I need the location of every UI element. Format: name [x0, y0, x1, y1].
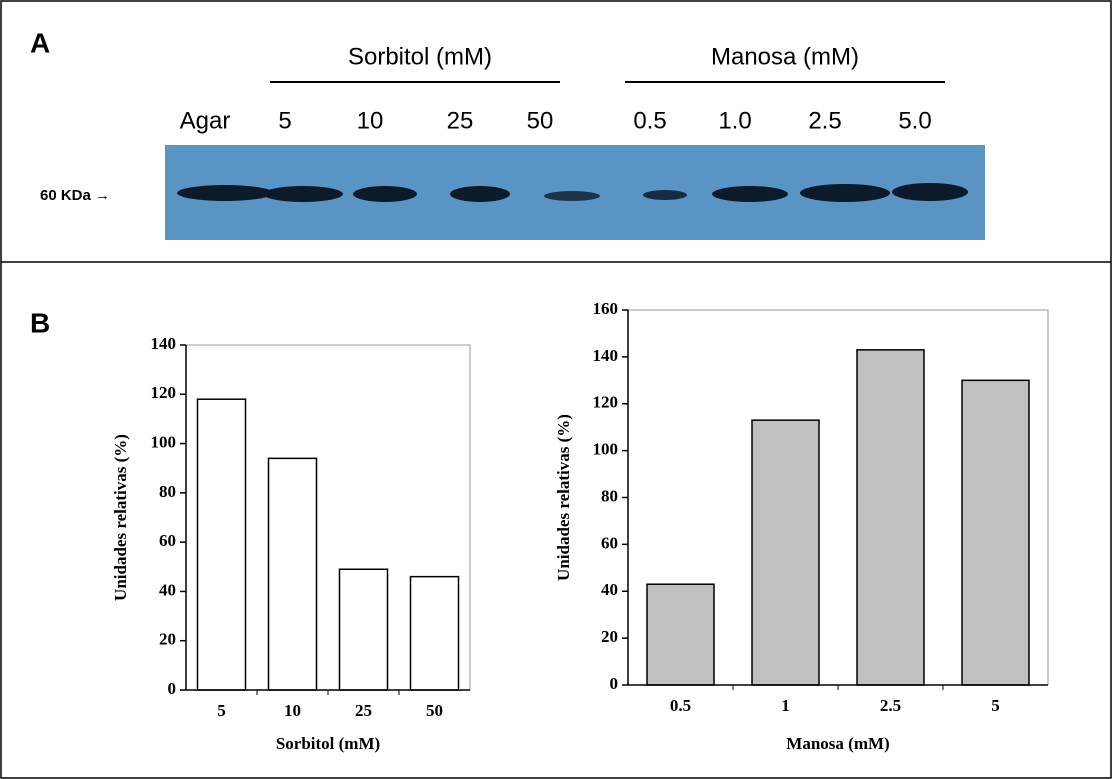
bar	[411, 577, 459, 690]
y-tick-label: 140	[593, 346, 619, 365]
lane-label: 25	[447, 107, 474, 134]
x-tick-label: 1	[781, 696, 790, 715]
band	[353, 186, 417, 202]
band	[450, 186, 510, 202]
band	[712, 186, 788, 202]
lane-label: 0.5	[633, 107, 666, 134]
lane-label: Agar	[180, 107, 231, 134]
panel-label: B	[30, 307, 50, 338]
lane-label: 1.0	[718, 107, 751, 134]
y-tick-label: 60	[601, 533, 618, 552]
figure: A Sorbitol (mM) Manosa (mM) Agar51025500…	[0, 0, 1112, 779]
y-tick-label: 60	[159, 531, 176, 550]
lane-label: 10	[357, 107, 384, 134]
bar	[198, 399, 246, 690]
x-axis-label: Sorbitol (mM)	[276, 734, 380, 753]
x-axis-label: Manosa (mM)	[786, 734, 889, 753]
band	[263, 186, 343, 202]
y-axis-label: Unidades relativas (%)	[554, 414, 573, 581]
x-tick-label: 2.5	[880, 696, 901, 715]
lane-label: 50	[527, 107, 554, 134]
y-tick-label: 120	[593, 393, 619, 412]
y-tick-label: 20	[601, 627, 618, 646]
group-label: Manosa (mM)	[711, 43, 859, 70]
y-tick-label: 80	[159, 482, 176, 501]
bar	[340, 569, 388, 690]
y-tick-label: 20	[159, 630, 176, 649]
x-tick-label: 50	[426, 701, 443, 720]
x-tick-label: 10	[284, 701, 301, 720]
y-tick-label: 120	[151, 383, 177, 402]
lane-label: 5.0	[898, 107, 931, 134]
y-tick-label: 100	[151, 432, 177, 451]
y-tick-label: 80	[601, 486, 618, 505]
lane-label: 2.5	[808, 107, 841, 134]
band	[544, 191, 600, 201]
x-tick-label: 5	[991, 696, 1000, 715]
panel-label: A	[30, 27, 50, 58]
band	[892, 183, 968, 201]
lane-labels: Agar 5 10 25 50 0.5 1.0 2.5 5.0	[180, 107, 932, 134]
y-tick-label: 140	[151, 334, 177, 353]
page: A Sorbitol (mM) Manosa (mM) Agar51025500…	[0, 0, 1112, 779]
lane-label: 5	[278, 107, 291, 134]
band	[800, 184, 890, 202]
x-tick-label: 5	[217, 701, 226, 720]
bar	[962, 380, 1029, 685]
band	[177, 185, 273, 201]
bar	[647, 584, 714, 685]
marker-label: 60 KDa →	[40, 187, 110, 204]
bar	[269, 458, 317, 690]
y-tick-label: 100	[593, 440, 619, 459]
y-tick-label: 0	[168, 679, 177, 698]
x-tick-label: 25	[355, 701, 372, 720]
y-axis-label: Unidades relativas (%)	[111, 434, 130, 601]
bar	[752, 420, 819, 685]
bar	[857, 350, 924, 685]
y-tick-label: 40	[601, 580, 618, 599]
group-label: Sorbitol (mM)	[348, 43, 492, 70]
band	[643, 190, 687, 200]
y-tick-label: 0	[610, 674, 619, 693]
y-tick-label: 40	[159, 580, 176, 599]
y-tick-label: 160	[593, 299, 619, 318]
x-tick-label: 0.5	[670, 696, 691, 715]
